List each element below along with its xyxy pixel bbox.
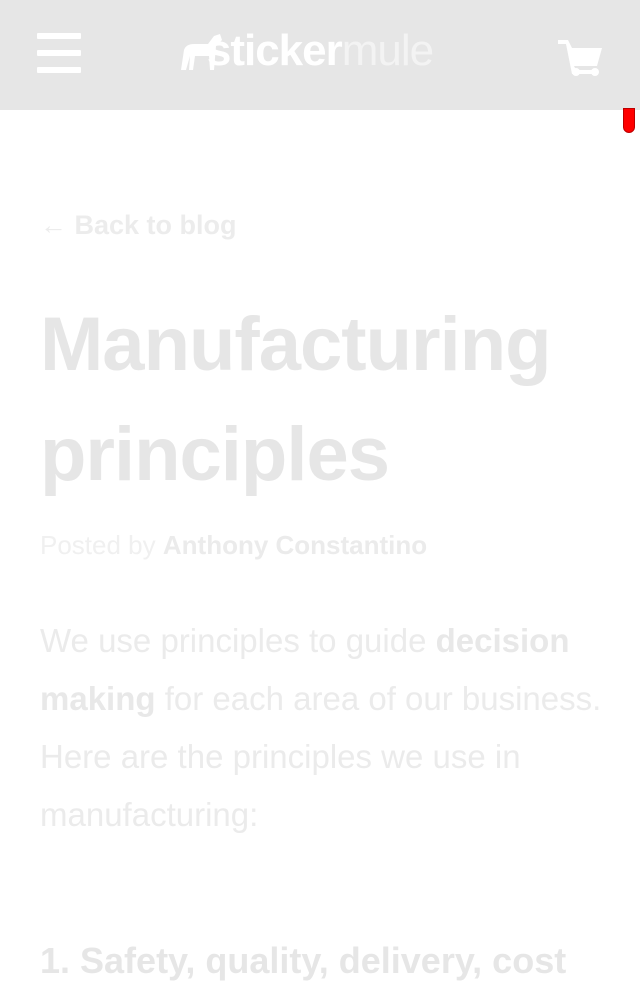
cart-button[interactable] [558, 40, 602, 76]
scroll-indicator [623, 108, 635, 133]
text: We use principles to guide [40, 622, 427, 659]
paragraph: We use principles to guide decision maki… [40, 612, 610, 844]
header-icons [37, 33, 602, 76]
header: stickermule [0, 0, 640, 110]
bold-text: decision making [40, 622, 570, 717]
article-title: Manufacturing principles [40, 302, 552, 497]
logo-text: sticker [206, 26, 343, 75]
text: for each area of our business. Here are … [40, 680, 602, 833]
byline-prefix: Posted by [40, 530, 156, 560]
author-link[interactable]: Anthony Constantino [162, 530, 428, 560]
menu-button[interactable] [37, 33, 81, 73]
section-heading: 1. Safety, quality, delivery, cost [40, 940, 567, 981]
byline: Posted by Anthony Constantino [40, 530, 427, 561]
logo[interactable]: stickermule [0, 26, 640, 76]
back-link[interactable]: ← Back to blog [40, 210, 237, 240]
logo-text: mule [341, 26, 434, 75]
logo-mule [181, 34, 222, 70]
